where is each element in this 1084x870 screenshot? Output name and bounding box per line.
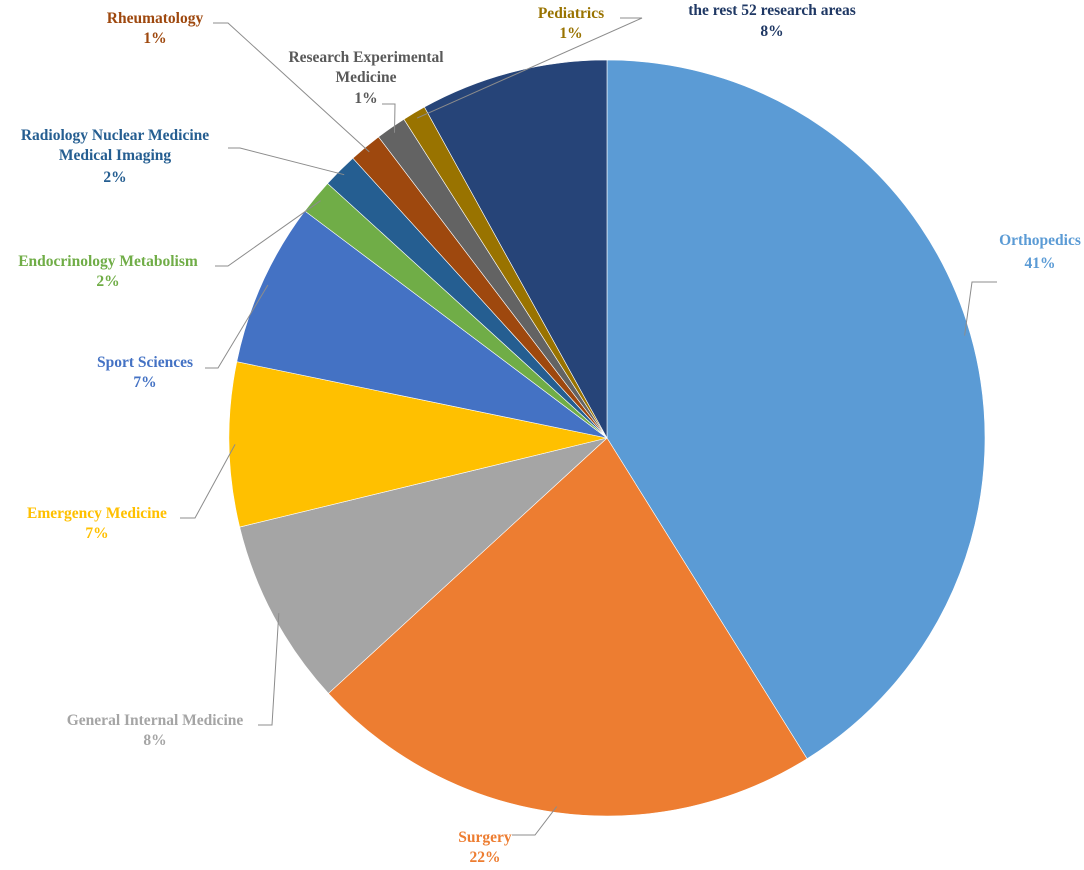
slice-name-label-5: Endocrinology Metabolism bbox=[18, 253, 198, 270]
slice-name-label-0: Orthopedics bbox=[999, 232, 1081, 249]
pie-slice-4 bbox=[236, 210, 608, 439]
slice-name-label-9: Pediatrics bbox=[538, 5, 604, 22]
leader-line-2 bbox=[258, 613, 280, 726]
slice-value-label-3: 7% bbox=[85, 525, 108, 542]
slice-name-label-3: Emergency Medicine bbox=[27, 505, 167, 522]
pie-slice-10 bbox=[423, 59, 608, 439]
pie-slice-3 bbox=[228, 361, 608, 528]
leader-line-8 bbox=[382, 103, 396, 133]
slice-name-label-1: Surgery bbox=[458, 829, 512, 846]
leader-line-6 bbox=[228, 147, 345, 176]
slice-name-label-4: Sport Sciences bbox=[97, 354, 193, 371]
slice-name-label-8: Medicine bbox=[335, 69, 396, 86]
slice-name-label-6: Medical Imaging bbox=[59, 147, 172, 164]
slice-name-label-7: Rheumatology bbox=[107, 10, 204, 27]
slice-value-label-6: 2% bbox=[103, 169, 126, 186]
leader-line-1 bbox=[512, 806, 558, 836]
leader-line-7 bbox=[213, 22, 370, 153]
slice-value-label-7: 1% bbox=[143, 30, 166, 47]
slice-labels: Orthopedics 41% Surgery 22% General Internal… bbox=[18, 2, 1081, 866]
slice-value-label-4: 7% bbox=[133, 374, 156, 391]
slice-name-label-10: the rest 52 research areas bbox=[688, 2, 856, 19]
leader-line-3 bbox=[180, 444, 236, 519]
slice-name-label-2: General Internal Medicine bbox=[67, 712, 244, 729]
slice-value-label-0: 41% bbox=[1025, 255, 1056, 272]
leader-line-5 bbox=[215, 200, 321, 267]
slice-value-label-2: 8% bbox=[143, 732, 166, 749]
slice-name-label-6: Radiology Nuclear Medicine bbox=[21, 127, 209, 144]
leader-line-4 bbox=[205, 284, 269, 369]
pie-slice-1 bbox=[327, 437, 808, 817]
slice-value-label-9: 1% bbox=[559, 25, 582, 42]
pie-slice-0 bbox=[606, 59, 986, 760]
pie-slice-2 bbox=[239, 437, 608, 694]
slice-name-label-8: Research Experimental bbox=[288, 49, 444, 66]
leader-line-9 bbox=[416, 17, 643, 119]
slice-value-label-10: 8% bbox=[760, 23, 783, 40]
leader-line-0 bbox=[964, 281, 997, 336]
slice-value-label-1: 22% bbox=[470, 849, 501, 866]
slice-value-label-5: 2% bbox=[96, 273, 119, 290]
slice-value-label-8: 1% bbox=[354, 90, 377, 107]
leader-lines bbox=[180, 17, 997, 836]
pie-slices bbox=[228, 59, 986, 817]
